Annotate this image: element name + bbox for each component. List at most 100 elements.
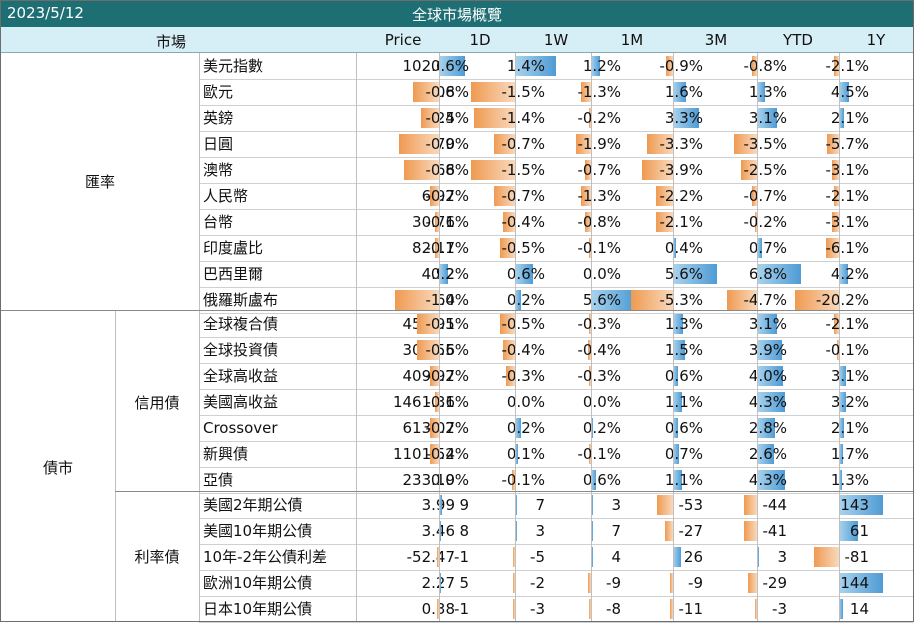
change-value: 61 <box>849 522 869 540</box>
data-bar <box>503 212 515 232</box>
price-value: -52.47 <box>406 548 455 566</box>
data-bar <box>670 599 673 619</box>
change-value: -5 <box>530 548 545 566</box>
header-price: Price <box>384 31 422 49</box>
change-value: 3.1% <box>830 367 869 385</box>
data-bar <box>839 82 849 102</box>
change-value: -2.1% <box>825 57 869 75</box>
data-bar <box>430 186 439 206</box>
change-value: -0.9% <box>659 57 703 75</box>
price-value: 613.07 <box>402 419 456 437</box>
data-bar <box>413 82 439 102</box>
change-value: 3.1% <box>748 315 787 333</box>
change-value: 1.3% <box>748 83 787 101</box>
change-value: 1.3% <box>664 315 703 333</box>
change-value: -1 <box>454 600 469 618</box>
row-label: 人民幣 <box>203 187 249 205</box>
change-value: -3.1% <box>825 161 869 179</box>
table-row: 全球投資債305.56-0.5%-0.4%-0.4%1.5%3.9%-0.1% <box>199 337 913 364</box>
row-label: 台幣 <box>203 213 234 231</box>
change-value: -2.5% <box>743 161 787 179</box>
change-value: 144 <box>840 574 869 592</box>
divider <box>115 311 116 621</box>
change-value: -0.5% <box>425 341 469 359</box>
data-bar <box>515 56 556 76</box>
data-bar <box>757 264 801 284</box>
report-date: 2023/5/12 <box>7 4 84 22</box>
row-label: 亞債 <box>203 471 234 489</box>
change-value: -0.2% <box>425 187 469 205</box>
price-value: 30.76 <box>412 213 455 231</box>
data-bar <box>399 134 439 154</box>
change-value: -0.7% <box>501 187 545 205</box>
change-value: -5.7% <box>825 135 869 153</box>
page-title: 全球市場概覽 <box>411 6 502 24</box>
table-row: 台幣 30.76 -0.1% -0.4% -0.8% -2.1% -0.2% -3.1% <box>199 209 913 236</box>
row-label: 歐元 <box>203 83 234 101</box>
data-bar <box>814 547 839 567</box>
data-bar <box>513 547 515 567</box>
group-fx-label: 匯率 <box>84 173 115 191</box>
change-value: -0.2% <box>577 109 621 127</box>
change-value: -0.8% <box>425 161 469 179</box>
row-label: 日本10年期公債 <box>203 600 313 618</box>
change-value: -0.1% <box>425 239 469 257</box>
change-value: -1.5% <box>501 83 545 101</box>
data-bar <box>591 470 596 490</box>
change-value: 0.6% <box>664 367 703 385</box>
price-value: 2.27 <box>355 570 455 596</box>
group-rates-label: 利率債 <box>134 548 180 566</box>
data-bar <box>494 134 515 154</box>
section-separator <box>115 491 913 492</box>
data-bar <box>839 108 844 128</box>
data-bar <box>417 314 439 334</box>
table-row: 日圓135.70-0.9%-0.7%-1.9%-3.3%-3.5%-5.7% <box>199 131 913 158</box>
data-bar <box>834 56 839 76</box>
change-value: -0.8% <box>577 213 621 231</box>
column-header-row: 市場 Price 1D 1W 1M 3M YTD 1Y <box>1 27 913 53</box>
header-1y: 1Y <box>866 31 886 49</box>
data-bar <box>591 521 593 541</box>
price-value: 233.19 <box>402 471 456 489</box>
change-value: -2.1% <box>825 315 869 333</box>
price-value: 82.17 <box>412 239 455 257</box>
change-value: -0.3% <box>501 367 545 385</box>
data-bar <box>474 108 515 128</box>
data-bar <box>421 108 439 128</box>
change-value: -0.1% <box>425 393 469 411</box>
row-label: 美國高收益 <box>203 393 279 411</box>
change-value: -0.5% <box>501 239 545 257</box>
table-row: 人民幣6.97-0.2%-0.7%-1.3%-2.2%-0.7%-2.1% <box>199 183 913 210</box>
data-bar <box>757 392 785 412</box>
change-value: 2.6% <box>748 445 787 463</box>
data-bar <box>839 366 846 386</box>
change-value: 0.6% <box>664 419 703 437</box>
change-value: -0.4% <box>501 341 545 359</box>
data-bar <box>435 212 439 232</box>
data-bar <box>839 418 844 438</box>
change-value: 4.2% <box>830 265 869 283</box>
divider <box>515 53 516 621</box>
data-bar <box>500 238 515 258</box>
table-row: 印度盧比 82.17 -0.1% -0.5% -0.1% 0.4% 0.7% -6.1% <box>199 235 913 262</box>
change-value: 0.0% <box>430 471 469 489</box>
change-value: -11 <box>678 600 704 618</box>
change-value: -2 <box>530 574 545 592</box>
data-bar <box>515 495 517 515</box>
change-value: 0.2% <box>506 419 545 437</box>
divider <box>591 53 592 621</box>
table-row: 英鎊1.25-0.4%-1.4%-0.2%3.3%3.1%2.1% <box>199 105 913 132</box>
change-value: 5.6% <box>664 265 703 283</box>
change-value: -3.5% <box>743 135 787 153</box>
row-label: 巴西里爾 <box>203 265 264 283</box>
data-bar <box>439 573 441 593</box>
data-bar <box>832 160 839 180</box>
change-value: 1.3% <box>830 471 869 489</box>
change-value: 0.2% <box>506 291 545 309</box>
change-value: -0.5% <box>501 315 545 333</box>
change-value: 0.6% <box>430 57 469 75</box>
change-value: 143 <box>840 496 869 514</box>
change-value: -0.1% <box>577 445 621 463</box>
data-bar <box>826 238 839 258</box>
change-value: 2.1% <box>830 109 869 127</box>
